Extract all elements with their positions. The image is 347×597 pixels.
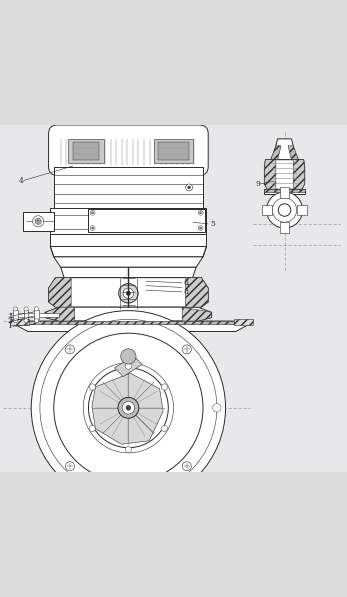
Circle shape [92,227,94,229]
Text: 9: 9 [255,180,260,188]
Polygon shape [49,278,71,307]
Circle shape [92,212,94,214]
Circle shape [35,218,41,224]
Circle shape [24,307,28,311]
Polygon shape [10,313,59,316]
Polygon shape [14,321,250,331]
Polygon shape [186,278,208,307]
Polygon shape [297,205,307,215]
Text: 1: 1 [7,322,12,330]
Circle shape [31,310,226,505]
Polygon shape [49,278,208,307]
Text: 4: 4 [19,177,24,184]
Circle shape [89,384,95,390]
Circle shape [66,345,75,354]
Circle shape [182,345,191,354]
Polygon shape [182,307,212,321]
Polygon shape [271,146,281,160]
Polygon shape [23,212,54,231]
Circle shape [125,363,132,370]
Circle shape [266,192,303,228]
Circle shape [66,461,75,470]
Polygon shape [264,189,305,192]
Circle shape [88,368,168,448]
Circle shape [83,363,174,453]
Polygon shape [10,319,29,325]
Circle shape [200,227,202,229]
Circle shape [119,284,138,303]
Polygon shape [115,356,142,377]
Polygon shape [158,142,189,160]
Polygon shape [50,208,206,234]
Polygon shape [264,160,276,189]
Polygon shape [288,146,298,160]
Circle shape [272,198,297,222]
Polygon shape [50,247,206,257]
Text: 2: 2 [7,317,12,325]
Polygon shape [280,187,289,198]
Polygon shape [264,189,305,193]
Circle shape [125,447,132,453]
Circle shape [161,384,168,390]
Polygon shape [264,160,305,189]
Circle shape [186,184,193,191]
Circle shape [200,212,202,214]
Polygon shape [271,139,298,160]
Circle shape [14,319,18,323]
Polygon shape [154,139,193,163]
Polygon shape [24,310,28,319]
Circle shape [161,426,168,432]
Circle shape [278,204,291,216]
Circle shape [182,461,191,470]
Circle shape [118,398,139,418]
Polygon shape [54,257,203,267]
Circle shape [24,319,28,323]
Circle shape [198,210,203,216]
Circle shape [90,226,95,230]
Polygon shape [234,319,253,325]
Polygon shape [92,373,163,444]
Circle shape [122,402,135,414]
Circle shape [126,291,130,296]
Circle shape [54,333,203,482]
Circle shape [34,319,39,323]
Circle shape [40,319,217,496]
Circle shape [34,307,39,311]
Text: 8: 8 [184,288,189,296]
Circle shape [121,349,136,364]
Circle shape [188,186,191,189]
Polygon shape [45,307,212,321]
Text: 5: 5 [210,220,215,228]
Polygon shape [14,321,250,324]
Polygon shape [13,310,18,319]
FancyBboxPatch shape [49,125,208,176]
Polygon shape [280,222,289,233]
Circle shape [14,307,18,311]
Circle shape [90,210,95,216]
Circle shape [213,404,221,412]
Text: 6: 6 [184,279,189,287]
Polygon shape [68,139,104,163]
Polygon shape [61,267,196,278]
Polygon shape [34,310,39,319]
Polygon shape [54,167,203,208]
Polygon shape [88,210,205,232]
Text: 3: 3 [7,312,12,320]
Circle shape [124,492,133,500]
Polygon shape [73,142,99,160]
Circle shape [198,226,203,230]
Circle shape [126,405,131,410]
Polygon shape [293,160,305,189]
Circle shape [89,426,95,432]
Text: 7: 7 [184,284,189,291]
Circle shape [33,216,44,227]
Circle shape [123,288,134,298]
Polygon shape [0,125,347,472]
Polygon shape [262,205,272,215]
Polygon shape [45,307,75,321]
Polygon shape [50,234,206,247]
